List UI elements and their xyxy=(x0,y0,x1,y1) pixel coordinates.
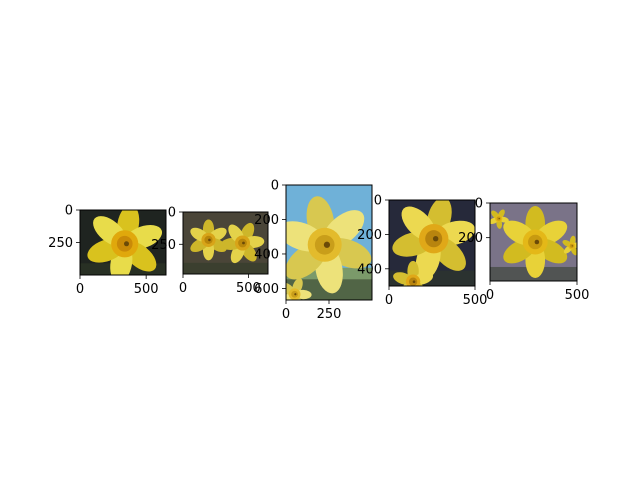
flower-center xyxy=(124,241,129,246)
x-tick-label: 0 xyxy=(76,282,84,297)
y-tick-label: 250 xyxy=(48,236,73,251)
y-tick-label: 200 xyxy=(357,228,382,243)
flower-center xyxy=(572,245,573,246)
image-panel-3: 0 250 0 200 400 600 xyxy=(254,179,375,323)
y-tick-label: 0 xyxy=(65,204,73,219)
leaves xyxy=(183,263,268,274)
image-panel-5: 0 500 0 200 xyxy=(458,197,589,304)
y-tick-label: 200 xyxy=(458,231,483,246)
x-tick-label: 250 xyxy=(317,307,342,322)
x-tick-label: 0 xyxy=(179,281,187,296)
y-tick-label: 400 xyxy=(254,247,279,262)
x-tick-label: 0 xyxy=(385,293,393,308)
image-panel-4: 0 500 0 200 400 xyxy=(357,194,487,309)
flower-center xyxy=(324,242,330,248)
x-tick-label: 0 xyxy=(486,288,494,303)
x-tick-label: 500 xyxy=(463,293,488,308)
y-tick-label: 400 xyxy=(357,262,382,277)
y-tick-label: 0 xyxy=(475,197,483,212)
x-tick-label: 0 xyxy=(282,307,290,322)
flower-center xyxy=(413,280,416,283)
y-tick-label: 600 xyxy=(254,282,279,297)
daffodil-photo xyxy=(488,203,582,281)
flower-center xyxy=(208,239,211,242)
y-tick-label: 0 xyxy=(168,206,176,221)
flower-center xyxy=(294,293,296,295)
y-tick-label: 200 xyxy=(254,213,279,228)
x-tick-label: 500 xyxy=(565,288,590,303)
y-tick-label: 0 xyxy=(374,194,382,209)
flower-center xyxy=(242,242,245,245)
flower-center xyxy=(499,218,500,219)
image-panel-1: 0 500 0 250 xyxy=(48,203,166,297)
y-tick-label: 250 xyxy=(151,238,176,253)
flower-center xyxy=(535,240,540,245)
y-tick-label: 0 xyxy=(271,179,279,194)
daffodil-photo xyxy=(274,185,376,312)
flower-center xyxy=(433,236,438,241)
x-tick-label: 500 xyxy=(134,282,159,297)
